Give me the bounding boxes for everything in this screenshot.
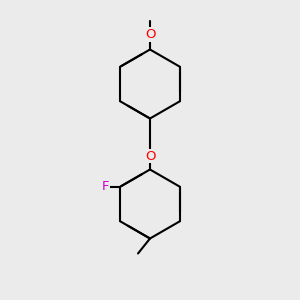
Text: O: O — [145, 149, 155, 163]
Text: F: F — [101, 180, 109, 193]
Text: O: O — [145, 28, 155, 41]
